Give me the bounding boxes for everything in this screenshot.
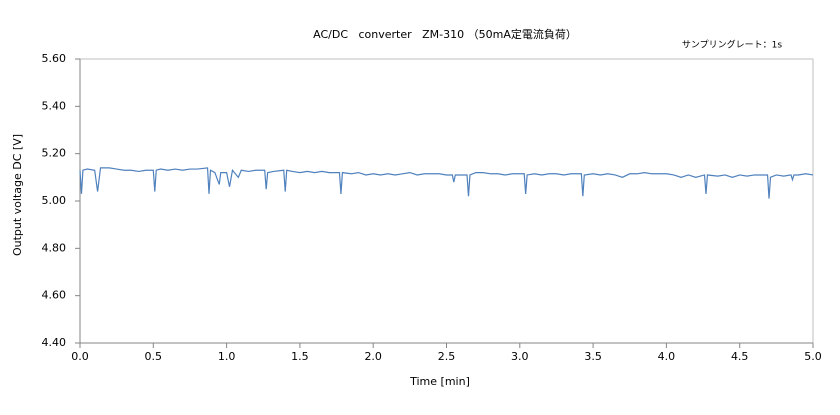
x-tick-label: 2.5 xyxy=(438,350,456,363)
x-tick-label: 0.0 xyxy=(71,350,89,363)
y-tick-label: 5.20 xyxy=(42,147,67,160)
data-line xyxy=(79,167,814,199)
x-tick-label: 0.5 xyxy=(145,350,163,363)
y-tick-label: 4.40 xyxy=(42,336,67,349)
y-axis-label: Output voltage DC [V] xyxy=(11,134,24,256)
x-tick-label: 5.0 xyxy=(804,350,822,363)
annotation: サンプリングレート：1s xyxy=(682,39,782,51)
x-tick-label: 2.0 xyxy=(364,350,382,363)
x-tick-label: 4.0 xyxy=(658,350,676,363)
y-tick-label: 5.00 xyxy=(42,194,67,207)
x-tick-label: 3.5 xyxy=(584,350,602,363)
y-tick-label: 5.40 xyxy=(42,99,67,112)
x-tick-label: 4.5 xyxy=(731,350,749,363)
y-tick-label: 4.60 xyxy=(42,289,67,302)
chart-title: AC/DC converter ZM-310 （50mA定電流負荷） xyxy=(313,27,577,41)
x-tick-label: 3.0 xyxy=(511,350,529,363)
x-tick-label: 1.0 xyxy=(218,350,236,363)
y-tick-label: 4.80 xyxy=(42,241,67,254)
x-axis-label: Time [min] xyxy=(409,375,470,388)
x-tick-label: 1.5 xyxy=(291,350,309,363)
y-tick-label: 5.60 xyxy=(42,52,67,65)
